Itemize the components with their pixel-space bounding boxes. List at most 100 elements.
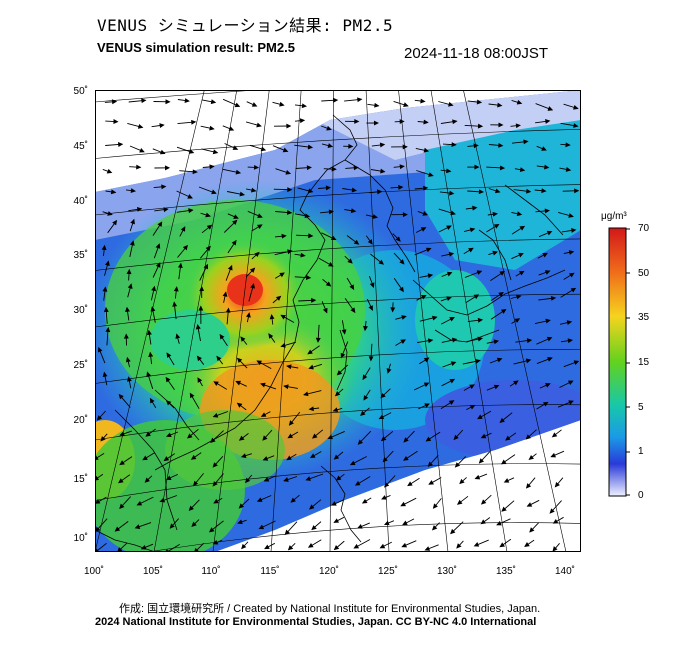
wind-arrow-head xyxy=(159,497,166,503)
wind-arrow-head xyxy=(139,147,145,153)
wind-arrow-head xyxy=(498,142,504,148)
wind-arrow-head xyxy=(425,436,432,442)
wind-arrow-head xyxy=(151,285,157,292)
wind-arrow-head xyxy=(119,460,125,466)
wind-arrow-head xyxy=(146,329,152,336)
wind-arrow-head xyxy=(398,184,404,190)
wind-arrow-head xyxy=(327,434,334,440)
forecast-datetime: 2024-11-18 08:00JST xyxy=(404,45,548,62)
wind-arrow-head xyxy=(240,336,246,342)
wind-arrow-head xyxy=(499,417,505,423)
wind-arrow-head xyxy=(283,477,289,482)
lon-tick-label: 110˚ xyxy=(201,566,221,577)
wind-arrow-head xyxy=(349,460,356,466)
wind-arrow-head xyxy=(423,357,430,363)
lon-tick-label: 120˚ xyxy=(318,566,339,577)
wind-arrow-head xyxy=(206,224,213,230)
wind-arrow-head xyxy=(431,315,438,321)
wind-arrow-head xyxy=(191,521,197,528)
wind-arrow-head xyxy=(257,213,263,218)
wind-arrow-head xyxy=(573,104,579,110)
wind-arrow-head xyxy=(198,305,204,311)
wind-arrow-head xyxy=(480,519,486,525)
wind-arrow-head xyxy=(333,97,339,103)
wind-arrow-head xyxy=(456,499,463,505)
wind-arrow-head xyxy=(182,244,188,251)
wind-arrow-head xyxy=(264,544,270,550)
lon-tick-label: 105˚ xyxy=(142,566,163,577)
wind-arrow-head xyxy=(380,436,387,442)
wind-arrow-head xyxy=(233,214,239,219)
wind-arrow-head xyxy=(423,119,429,125)
wind-arrow-head xyxy=(157,221,163,227)
wind-arrow-head xyxy=(123,333,129,339)
wind-arrow-head xyxy=(505,435,511,441)
wind-arrow-head xyxy=(544,208,550,214)
wind-arrow-head xyxy=(477,336,484,342)
lat-tick-label: 45˚ xyxy=(73,141,88,152)
wind-arrow-head xyxy=(428,480,434,485)
wind-arrow-head xyxy=(219,333,225,340)
wind-arrow-head xyxy=(448,400,455,405)
wind-arrow-head xyxy=(195,324,201,330)
wind-arrow-head xyxy=(478,458,485,464)
wind-arrow-head xyxy=(189,392,195,399)
wind-arrow-head xyxy=(480,499,487,505)
wind-arrow-head xyxy=(552,546,558,552)
wind-arrow-head xyxy=(341,329,347,335)
wind-arrow-head xyxy=(567,380,574,386)
wind-arrow-head xyxy=(568,213,574,218)
wind-arrow-head xyxy=(565,167,572,172)
wind-arrow-head xyxy=(571,228,577,233)
wind-arrow-head xyxy=(256,122,262,128)
wind-arrow-head xyxy=(140,544,147,550)
wind-arrow-head xyxy=(307,349,313,355)
longitude-line xyxy=(365,90,390,552)
wind-arrow-head xyxy=(148,351,154,358)
wind-arrow-head xyxy=(499,270,506,276)
wind-arrow-head xyxy=(386,368,392,374)
lat-tick-label: 10˚ xyxy=(73,533,88,544)
wind-arrow-head xyxy=(118,478,124,484)
wind-arrow-head xyxy=(165,400,172,406)
wind-arrow-head xyxy=(516,99,523,105)
wind-arrow-head xyxy=(228,126,235,131)
wind-arrow-head xyxy=(456,543,462,549)
wind-arrow-head xyxy=(308,504,315,510)
wind-arrow-head xyxy=(399,164,405,170)
wind-arrow-head xyxy=(381,495,387,500)
lat-tick-label: 40˚ xyxy=(73,196,88,207)
wind-arrow-head xyxy=(165,376,171,383)
wind-arrow-head xyxy=(212,412,219,418)
wind-arrow-head xyxy=(269,313,275,320)
wind-arrow-head xyxy=(480,433,487,439)
wind-arrow-head xyxy=(474,164,480,170)
wind-arrow-head xyxy=(546,336,553,342)
wind-arrow-head xyxy=(306,165,313,171)
wind-arrow-head xyxy=(544,270,551,275)
wind-arrow-head xyxy=(398,286,404,293)
wind-arrow-head xyxy=(107,211,113,216)
wind-arrow-head xyxy=(401,315,407,320)
wind-arrow-head xyxy=(518,252,524,258)
wind-arrow-head xyxy=(286,455,292,461)
wind-arrow-head xyxy=(205,245,211,252)
lat-tick-label: 50˚ xyxy=(73,86,88,97)
wind-arrow-head xyxy=(161,184,167,190)
wind-arrow-head xyxy=(360,410,366,416)
wind-arrow-head xyxy=(142,455,148,461)
wind-arrow-head xyxy=(395,236,401,242)
wind-arrow-head xyxy=(468,247,474,253)
wind-arrow-head xyxy=(400,501,406,507)
wind-arrow-head xyxy=(428,172,434,177)
wind-arrow-head xyxy=(424,546,431,551)
wind-arrow-head xyxy=(192,169,198,175)
wind-arrow-head xyxy=(222,291,228,297)
lon-tick-label: 140˚ xyxy=(554,566,575,577)
latitude-line xyxy=(95,404,581,441)
wind-arrow-head xyxy=(95,526,101,533)
wind-arrow-head xyxy=(361,498,368,504)
wind-arrow-head xyxy=(523,139,529,145)
wind-arrow-head xyxy=(130,218,135,225)
wind-arrow-head xyxy=(275,295,282,301)
